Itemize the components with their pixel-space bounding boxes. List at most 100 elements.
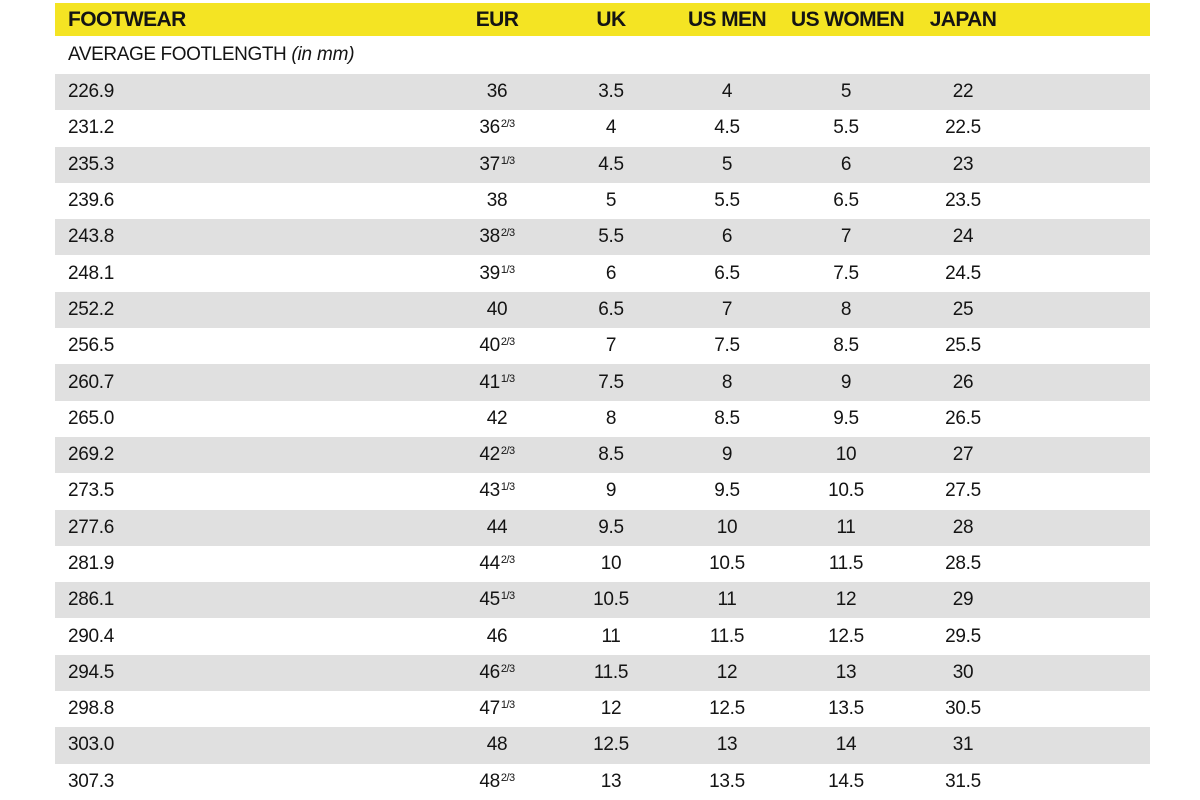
cell-footlength-mm: 231.2 — [55, 110, 435, 147]
eur-fraction: 2/3 — [500, 771, 515, 784]
cell-us-women: 10 — [791, 436, 901, 474]
cell-us-women: 8.5 — [791, 328, 901, 365]
cell-japan: 25.5 — [901, 328, 1025, 365]
cell-japan: 26.5 — [901, 400, 1025, 437]
eur-fraction: 2/3 — [500, 336, 515, 349]
table-row: 277.6 44 9.5 10 11 28 — [55, 509, 1150, 546]
cell-us-men: 6.5 — [663, 255, 791, 292]
cell-japan: 27.5 — [901, 473, 1025, 510]
cell-filler — [1025, 691, 1150, 728]
cell-filler — [1025, 146, 1150, 183]
cell-us-men: 13.5 — [663, 763, 791, 800]
cell-us-women: 9.5 — [791, 400, 901, 437]
table-row: 286.1 451/3 10.5 11 12 29 — [55, 582, 1150, 619]
table-header-row: FOOTWEAR EUR UK US MEN US WOMEN JAPAN — [55, 3, 1150, 36]
cell-japan: 26 — [901, 364, 1025, 401]
cell-us-women: 14.5 — [791, 763, 901, 800]
cell-eur: 411/3 — [435, 364, 559, 401]
column-header-footwear: FOOTWEAR — [55, 3, 435, 36]
table-row: 252.2 40 6.5 7 8 25 — [55, 291, 1150, 329]
cell-eur: 462/3 — [435, 654, 559, 692]
cell-filler — [1025, 364, 1150, 401]
cell-footlength-mm: 226.9 — [55, 74, 435, 111]
table-row: 281.9 442/3 10 10.5 11.5 28.5 — [55, 545, 1150, 583]
cell-filler — [1025, 182, 1150, 220]
eur-fraction: 2/3 — [500, 554, 515, 566]
cell-uk: 4.5 — [559, 146, 663, 183]
cell-uk: 12.5 — [559, 727, 663, 764]
cell-eur: 48 — [435, 727, 559, 764]
eur-fraction: 1/3 — [500, 263, 515, 276]
cell-uk: 5 — [559, 182, 663, 220]
column-header-uk: UK — [559, 3, 663, 36]
cell-us-women: 7.5 — [791, 255, 901, 292]
cell-filler — [1025, 654, 1150, 692]
cell-filler — [1025, 582, 1150, 619]
eur-fraction: 1/3 — [500, 372, 515, 385]
cell-japan: 24 — [901, 219, 1025, 256]
table-row: 298.8 471/3 12 12.5 13.5 30.5 — [55, 691, 1150, 728]
cell-japan: 23.5 — [901, 182, 1025, 220]
cell-footlength-mm: 265.0 — [55, 400, 435, 437]
cell-us-men: 5.5 — [663, 182, 791, 220]
table-row: 239.6 38 5 5.5 6.5 23.5 — [55, 182, 1150, 220]
cell-eur: 36 — [435, 74, 559, 111]
cell-uk: 12 — [559, 691, 663, 728]
cell-filler — [1025, 473, 1150, 510]
cell-footlength-mm: 256.5 — [55, 328, 435, 365]
table-row: 294.5 462/3 11.5 12 13 30 — [55, 654, 1150, 692]
cell-us-women: 6 — [791, 146, 901, 183]
cell-us-women: 6.5 — [791, 182, 901, 220]
cell-filler — [1025, 545, 1150, 583]
eur-fraction: 2/3 — [500, 118, 515, 131]
cell-uk: 10 — [559, 545, 663, 583]
cell-eur: 471/3 — [435, 691, 559, 728]
cell-uk: 4 — [559, 110, 663, 147]
cell-japan: 25 — [901, 291, 1025, 329]
cell-us-men: 10.5 — [663, 545, 791, 583]
subheader-label: AVERAGE FOOTLENGTH — [68, 44, 287, 65]
cell-filler — [1025, 509, 1150, 546]
cell-us-men: 8.5 — [663, 400, 791, 437]
cell-eur: 44 — [435, 509, 559, 546]
cell-us-women: 12.5 — [791, 618, 901, 655]
cell-footlength-mm: 281.9 — [55, 545, 435, 583]
table-row: 269.2 422/3 8.5 9 10 27 — [55, 436, 1150, 474]
cell-footlength-mm: 303.0 — [55, 727, 435, 764]
cell-us-women: 14 — [791, 727, 901, 764]
cell-footlength-mm: 307.3 — [55, 763, 435, 800]
cell-filler — [1025, 618, 1150, 655]
size-conversion-table: FOOTWEAR EUR UK US MEN US WOMEN JAPAN AV… — [55, 3, 1150, 800]
cell-japan: 22.5 — [901, 110, 1025, 147]
eur-fraction: 2/3 — [500, 662, 515, 675]
cell-us-women: 11.5 — [791, 545, 901, 583]
cell-footlength-mm: 269.2 — [55, 436, 435, 474]
cell-uk: 3.5 — [559, 74, 663, 111]
eur-fraction: 2/3 — [500, 445, 515, 458]
cell-japan: 31 — [901, 727, 1025, 764]
cell-us-women: 7 — [791, 219, 901, 256]
cell-footlength-mm: 273.5 — [55, 473, 435, 510]
cell-footlength-mm: 252.2 — [55, 291, 435, 329]
cell-us-men: 7 — [663, 291, 791, 329]
header-filler — [1025, 3, 1150, 36]
cell-us-women: 5.5 — [791, 110, 901, 147]
cell-footlength-mm: 298.8 — [55, 691, 435, 728]
cell-footlength-mm: 235.3 — [55, 146, 435, 183]
cell-japan: 24.5 — [901, 255, 1025, 292]
column-header-eur: EUR — [435, 3, 559, 36]
cell-eur: 362/3 — [435, 110, 559, 147]
table-row: 303.0 48 12.5 13 14 31 — [55, 727, 1150, 764]
cell-us-men: 7.5 — [663, 328, 791, 365]
cell-eur: 382/3 — [435, 219, 559, 256]
cell-eur: 40 — [435, 291, 559, 329]
subheader-row: AVERAGE FOOTLENGTH (in mm) — [55, 36, 1150, 74]
cell-japan: 29 — [901, 582, 1025, 619]
cell-footlength-mm: 243.8 — [55, 219, 435, 256]
cell-uk: 10.5 — [559, 582, 663, 619]
column-header-us-men: US MEN — [663, 3, 791, 36]
cell-uk: 9 — [559, 473, 663, 510]
cell-uk: 5.5 — [559, 219, 663, 256]
table-row: 260.7 411/3 7.5 8 9 26 — [55, 364, 1150, 401]
cell-filler — [1025, 219, 1150, 256]
